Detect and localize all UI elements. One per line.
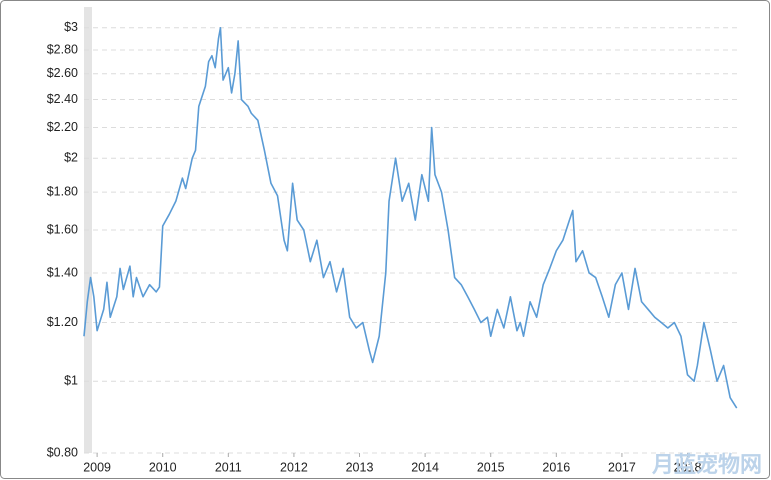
y-tick-label: $2.80 [47, 42, 78, 56]
y-tick-label: $2.40 [47, 92, 78, 106]
x-tick-label: 2009 [83, 460, 111, 474]
x-tick-label: 2013 [346, 460, 374, 474]
y-tick-label: $2.60 [47, 66, 78, 80]
x-tick-label: 2011 [215, 460, 242, 474]
x-tick-label: 2012 [280, 460, 308, 474]
y-tick-label: $1 [64, 374, 78, 388]
x-tick-label: 2018 [674, 460, 702, 474]
x-tick-label: 2010 [149, 460, 177, 474]
y-tick-label: $3 [64, 20, 78, 34]
x-tick-label: 2017 [608, 460, 636, 474]
x-tick-label: 2015 [477, 460, 505, 474]
x-tick-label: 2016 [542, 460, 570, 474]
x-tick-label: 2014 [411, 460, 439, 474]
y-tick-label: $1.60 [47, 222, 78, 236]
y-tick-label: $1.80 [47, 184, 78, 198]
watermark: 月蓝宠物网 [651, 452, 762, 477]
y-tick-label: $1.40 [47, 265, 78, 279]
y-tick-label: $0.80 [47, 445, 78, 459]
y-tick-label: $2.20 [47, 120, 78, 134]
y-tick-label: $2 [64, 151, 78, 165]
price-line [83, 26, 738, 409]
y-tick-label: $1.20 [47, 315, 78, 329]
